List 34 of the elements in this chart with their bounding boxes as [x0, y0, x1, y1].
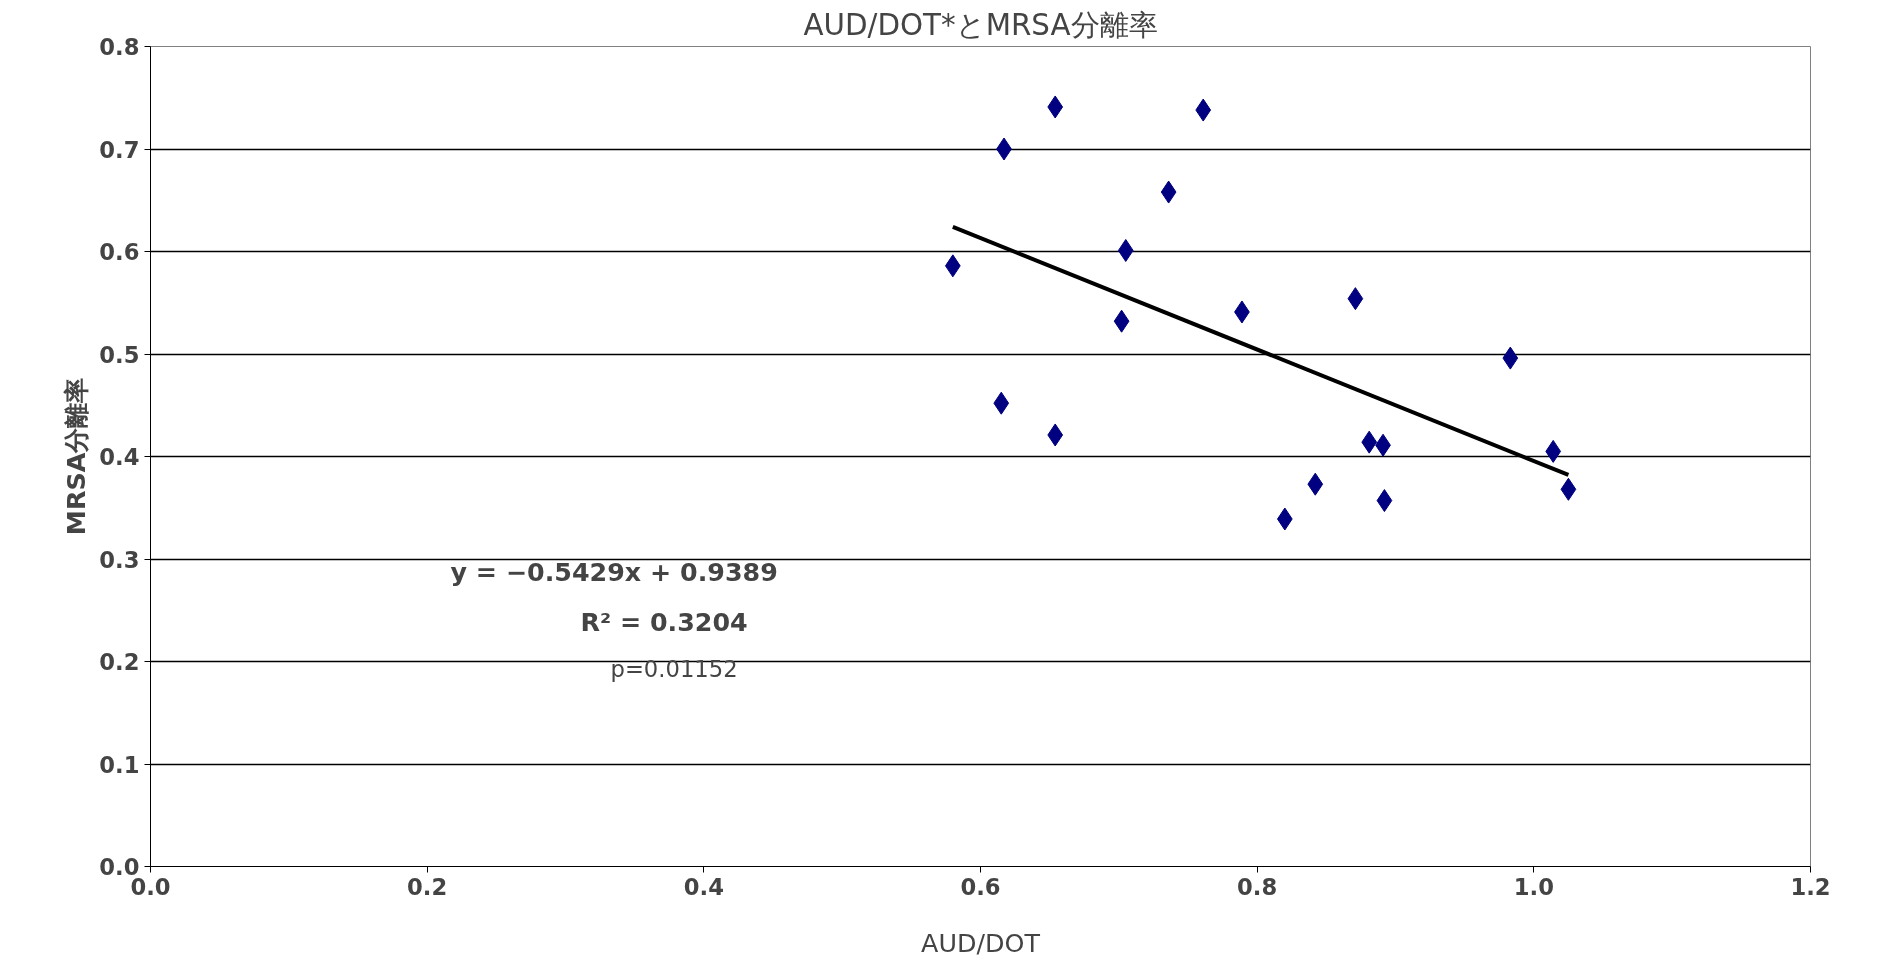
chart-title: AUD/DOT*とMRSA分離率	[803, 7, 1158, 42]
y-tick-label: 0.1	[99, 751, 140, 778]
point	[1047, 95, 1064, 119]
x-tick-label: 1.2	[1790, 873, 1831, 900]
point	[1545, 439, 1562, 463]
point	[1347, 287, 1364, 311]
point	[1502, 346, 1519, 370]
x-tick-label: 0.4	[683, 873, 724, 900]
x-tick-label: 0.8	[1237, 873, 1278, 900]
point	[1047, 423, 1064, 447]
x-tick-label: 1.0	[1513, 873, 1554, 900]
point	[1361, 430, 1378, 454]
y-tick-label: 0.7	[99, 136, 140, 163]
x-tick-label: 0.6	[960, 873, 1001, 900]
y-tick-label: 0.2	[99, 649, 140, 675]
y-tick-label: 0.4	[99, 444, 140, 470]
x-axis-title: AUD/DOT	[921, 927, 1041, 958]
y-tick-label: 0.5	[99, 341, 140, 368]
point	[1117, 238, 1134, 262]
annotation: R² = 0.3204	[580, 606, 748, 637]
point	[1195, 98, 1212, 122]
annotation: p=0.01152	[610, 655, 738, 682]
y-tick-label: 0.8	[99, 34, 140, 60]
y-tick-label: 0.3	[99, 546, 140, 573]
x-tick-label: 0.2	[407, 873, 448, 900]
annotation: y = −0.5429x + 0.9389	[450, 556, 778, 587]
point	[1560, 477, 1577, 501]
point	[1160, 180, 1177, 204]
point	[1307, 472, 1324, 496]
point	[1113, 309, 1130, 333]
point	[993, 391, 1010, 415]
y-tick-label: 0.6	[99, 239, 140, 265]
y-axis-title: MRSA分離率	[61, 377, 92, 536]
point	[1376, 489, 1393, 513]
